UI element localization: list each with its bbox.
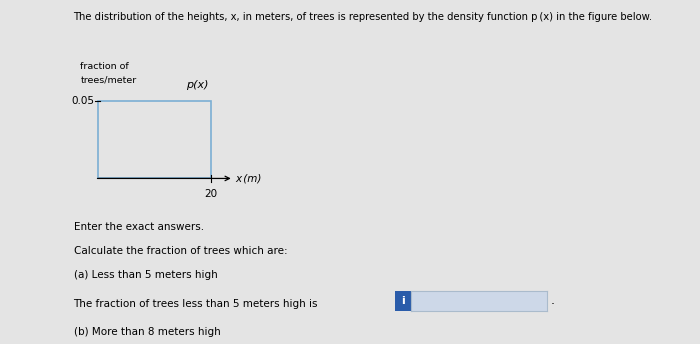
Text: fraction of: fraction of xyxy=(80,62,130,71)
Bar xyxy=(97,101,211,179)
Text: (b) More than 8 meters high: (b) More than 8 meters high xyxy=(74,327,220,337)
Text: .: . xyxy=(551,294,555,308)
Text: Calculate the fraction of trees which are:: Calculate the fraction of trees which ar… xyxy=(74,246,287,256)
Text: 20: 20 xyxy=(204,189,218,199)
Text: The fraction of trees less than 5 meters high is: The fraction of trees less than 5 meters… xyxy=(74,299,318,309)
Text: i: i xyxy=(401,296,405,307)
Text: x (m): x (m) xyxy=(234,173,261,183)
Text: Enter the exact answers.: Enter the exact answers. xyxy=(74,222,204,232)
Text: (a) Less than 5 meters high: (a) Less than 5 meters high xyxy=(74,270,217,280)
Text: trees/meter: trees/meter xyxy=(80,76,136,85)
Text: 0.05: 0.05 xyxy=(71,96,94,106)
Text: p(x): p(x) xyxy=(186,80,208,90)
Text: The distribution of the heights, x, in meters, of trees is represented by the de: The distribution of the heights, x, in m… xyxy=(74,12,652,22)
